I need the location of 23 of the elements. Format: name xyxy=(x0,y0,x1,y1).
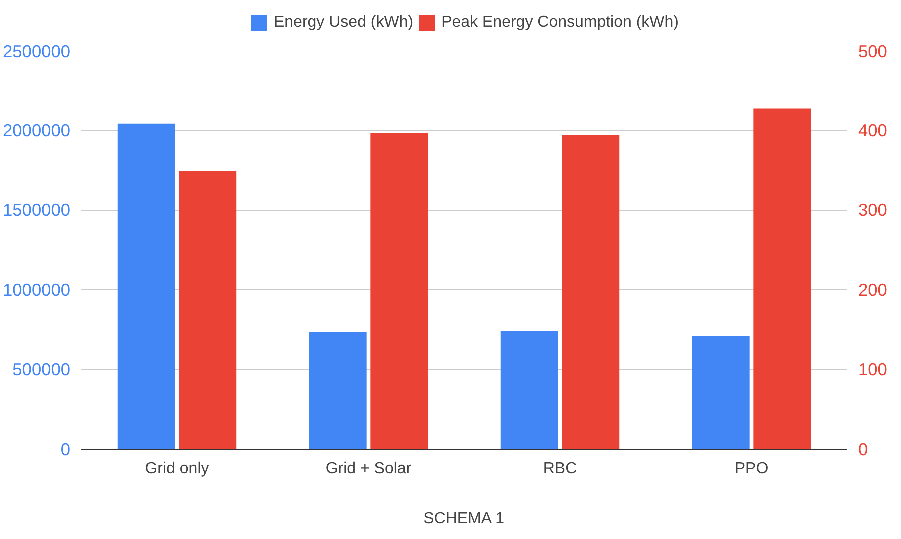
legend-label: Peak Energy Consumption (kWh) xyxy=(442,14,680,32)
bar xyxy=(309,332,367,450)
y-tick-label: 1000000 xyxy=(3,280,71,300)
y2-tick-label: 100 xyxy=(858,360,888,380)
y2-tick-label: 300 xyxy=(858,200,888,220)
x-tick-label: PPO xyxy=(734,460,769,478)
y2-tick-label: 200 xyxy=(858,280,888,300)
y2-tick-label: 500 xyxy=(858,42,888,62)
y2-tick-label: 400 xyxy=(858,120,888,140)
x-tick-label: Grid only xyxy=(145,460,210,478)
y-tick-label: 500000 xyxy=(12,360,71,380)
bar xyxy=(118,124,176,450)
x-tick-label: Grid + Solar xyxy=(326,460,412,478)
x-axis-title: SCHEMA 1 xyxy=(424,510,505,528)
y2-tick-label: 0 xyxy=(858,440,868,460)
y-tick-label: 2000000 xyxy=(3,120,71,140)
y-tick-label: 2500000 xyxy=(3,42,71,62)
bar xyxy=(692,336,750,450)
legend-label: Energy Used (kWh) xyxy=(274,14,414,32)
y-tick-label: 0 xyxy=(60,440,71,460)
x-tick-label: RBC xyxy=(543,460,578,478)
bar xyxy=(500,331,558,450)
y-tick-label: 1500000 xyxy=(3,200,71,220)
